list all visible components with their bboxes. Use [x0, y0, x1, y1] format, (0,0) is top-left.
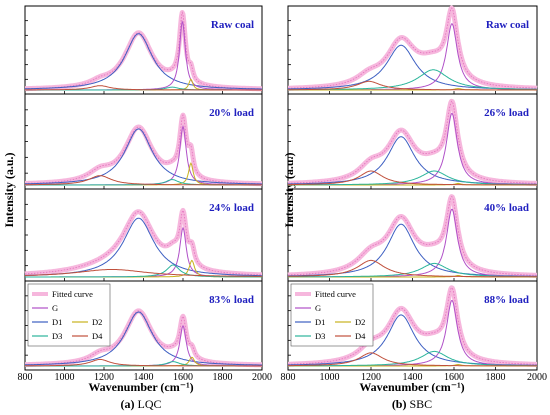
- caption-b-text: SBC: [406, 397, 432, 411]
- x-tick-label: 1000: [55, 372, 75, 383]
- band-d3: [288, 170, 537, 186]
- panel-3: 40% load: [286, 188, 539, 282]
- fitted-curve-line: [25, 310, 262, 366]
- band-g: [25, 20, 262, 91]
- band-d4: [288, 80, 537, 91]
- legend: Fitted curve G D1 D2 D3 D4: [27, 283, 111, 347]
- x-tick-label: 1400: [134, 372, 154, 383]
- panel-1: Raw coal: [23, 5, 264, 95]
- x-tick-label: 800: [18, 372, 33, 383]
- x-tick-label: 2000: [527, 372, 547, 383]
- xlabel-b: Wavenumber (cm⁻¹): [359, 380, 464, 394]
- panel-2: 20% load: [23, 93, 264, 190]
- x-tick-label: 800: [281, 372, 296, 383]
- chart-sbc: Intensity (a.u.) Wavenumber (cm⁻¹) (b) S…: [281, 5, 547, 411]
- legend-entry: D1: [315, 317, 325, 327]
- ylabel-a: Intensity (a.u.): [2, 152, 16, 227]
- x-tick-label: 1400: [403, 372, 423, 383]
- band-d4: [25, 269, 262, 277]
- band-g: [288, 113, 537, 186]
- band-d4: [25, 358, 262, 367]
- band-d4: [288, 352, 537, 367]
- xlabel-a: Wavenumber (cm⁻¹): [88, 380, 193, 394]
- panel-label: 88% load: [484, 294, 529, 306]
- fitted-curve-line: [288, 287, 537, 365]
- band-d1: [288, 44, 537, 90]
- legend-entry: G: [315, 303, 321, 313]
- panel-label: 40% load: [484, 202, 529, 214]
- band-g: [288, 208, 537, 278]
- panel-label: 20% load: [209, 107, 254, 119]
- x-tick-label: 2000: [252, 372, 272, 383]
- x-tick-label: 1000: [320, 372, 340, 383]
- chart-lqc: Intensity (a.u.) Wavenumber (cm⁻¹) (a) L…: [2, 5, 272, 411]
- panel-3: 24% load: [23, 188, 264, 282]
- panel-2: 26% load: [286, 93, 539, 190]
- fitted-curve: [23, 112, 264, 187]
- fitted-curve-line: [24, 209, 262, 276]
- band-d4: [288, 170, 537, 186]
- legend-entry: D4: [355, 331, 366, 341]
- band-d3: [288, 262, 538, 278]
- caption-b: (b) SBC: [392, 397, 432, 411]
- legend-entry: D2: [92, 317, 102, 327]
- band-d4: [25, 175, 262, 186]
- legend-entry: D1: [52, 317, 62, 327]
- x-tick-label: 1200: [361, 372, 381, 383]
- legend-entry: D4: [92, 331, 103, 341]
- fitted-curve-line: [287, 100, 537, 184]
- fitted-curve-line: [25, 113, 262, 185]
- panel-4: 88% load Fitted curve G D1 D2 D3 D4: [286, 280, 539, 371]
- band-d3: [288, 350, 537, 367]
- panel-4: 83% load Fitted curve G D1 D2 D3 D4: [23, 280, 264, 371]
- caption-b-letter: (b): [392, 397, 407, 411]
- panel-1: Raw coal: [286, 5, 539, 95]
- caption-a-letter: (a): [121, 397, 135, 411]
- panel-label: Raw coal: [486, 19, 529, 31]
- band-g: [288, 23, 537, 91]
- legend-entry: D3: [315, 331, 325, 341]
- band-d3: [25, 264, 262, 278]
- panel-label: Raw coal: [211, 19, 254, 31]
- fitted-curve: [286, 5, 539, 91]
- fitted-curve: [23, 207, 264, 278]
- legend: Fitted curve G D1 D2 D3 D4: [290, 283, 374, 347]
- legend-entry: Fitted curve: [52, 289, 93, 299]
- legend-entry: D2: [355, 317, 365, 327]
- band-d1: [25, 128, 262, 185]
- x-tick-label: 1600: [444, 372, 464, 383]
- fitted-curve: [286, 194, 539, 278]
- band-d1: [25, 33, 262, 90]
- band-d4: [25, 85, 262, 91]
- band-d1: [25, 217, 262, 277]
- legend-entry: G: [52, 303, 58, 313]
- panel-label: 24% load: [209, 202, 254, 214]
- panel-label: 26% load: [484, 107, 529, 119]
- x-tick-label: 1200: [94, 372, 114, 383]
- x-tick-label: 1800: [213, 372, 233, 383]
- x-tick-label: 1800: [486, 372, 506, 383]
- panel-label: 83% load: [209, 294, 254, 306]
- caption-a: (a) LQC: [121, 397, 162, 411]
- band-d4: [287, 259, 537, 278]
- x-tick-label: 1600: [173, 372, 193, 383]
- ylabel-b: Intensity (a.u.): [282, 152, 296, 227]
- band-d1: [25, 311, 262, 366]
- legend-entry: Fitted curve: [315, 289, 356, 299]
- legend-entry: D3: [52, 331, 62, 341]
- caption-a-text: LQC: [135, 397, 162, 411]
